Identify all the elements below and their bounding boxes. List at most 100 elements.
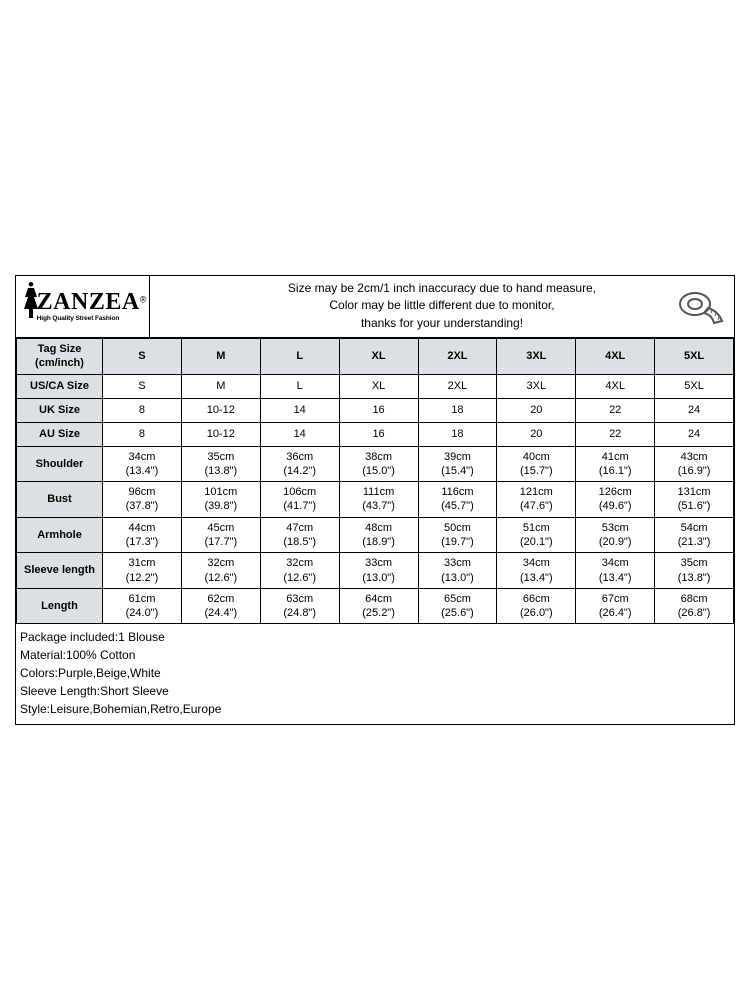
cell: 10-12 bbox=[181, 422, 260, 446]
cell: 22 bbox=[576, 398, 655, 422]
brand-tagline: High Quality Street Fashion bbox=[37, 315, 147, 322]
cell: 34cm(13.4") bbox=[576, 553, 655, 589]
cell: 63cm(24.8") bbox=[260, 588, 339, 624]
cell: 67cm(26.4") bbox=[576, 588, 655, 624]
disclaimer-text: Size may be 2cm/1 inch inaccuracy due to… bbox=[288, 280, 596, 332]
cell: 20 bbox=[497, 422, 576, 446]
cell: 5XL bbox=[655, 374, 734, 398]
cell: 18 bbox=[418, 398, 497, 422]
col-size: 4XL bbox=[576, 338, 655, 374]
row-label: Bust bbox=[17, 482, 103, 518]
cell: 39cm(15.4") bbox=[418, 446, 497, 482]
row-label: Length bbox=[17, 588, 103, 624]
table-row: AU Size810-12141618202224 bbox=[17, 422, 734, 446]
cell: 121cm(47.6") bbox=[497, 482, 576, 518]
col-size: M bbox=[181, 338, 260, 374]
cell: 36cm(14.2") bbox=[260, 446, 339, 482]
cell: 101cm(39.8") bbox=[181, 482, 260, 518]
col-size: XL bbox=[339, 338, 418, 374]
cell: 44cm(17.3") bbox=[103, 517, 182, 553]
product-info: Package included:1 BlouseMaterial:100% C… bbox=[16, 624, 734, 724]
row-label: AU Size bbox=[17, 422, 103, 446]
info-line: Material:100% Cotton bbox=[20, 646, 730, 664]
cell: 20 bbox=[497, 398, 576, 422]
cell: L bbox=[260, 374, 339, 398]
cell: 111cm(43.7") bbox=[339, 482, 418, 518]
cell: 68cm(26.8") bbox=[655, 588, 734, 624]
registered-icon: ® bbox=[140, 295, 147, 305]
cell: M bbox=[181, 374, 260, 398]
cell: 38cm(15.0") bbox=[339, 446, 418, 482]
cell: 24 bbox=[655, 422, 734, 446]
cell: 47cm(18.5") bbox=[260, 517, 339, 553]
cell: 31cm(12.2") bbox=[103, 553, 182, 589]
cell: 14 bbox=[260, 398, 339, 422]
table-body: US/CA SizeSMLXL2XL3XL4XL5XLUK Size810-12… bbox=[17, 374, 734, 624]
cell: 33cm(13.0") bbox=[339, 553, 418, 589]
cell: 66cm(26.0") bbox=[497, 588, 576, 624]
table-row: US/CA SizeSMLXL2XL3XL4XL5XL bbox=[17, 374, 734, 398]
row-label: Sleeve length bbox=[17, 553, 103, 589]
table-header-row: Tag Size (cm/inch) S M L XL 2XL 3XL 4XL … bbox=[17, 338, 734, 374]
cell: 54cm(21.3") bbox=[655, 517, 734, 553]
row-label: UK Size bbox=[17, 398, 103, 422]
row-label: US/CA Size bbox=[17, 374, 103, 398]
cell: XL bbox=[339, 374, 418, 398]
disclaimer-cell: Size may be 2cm/1 inch inaccuracy due to… bbox=[150, 276, 734, 337]
table-row: Length61cm(24.0")62cm(24.4")63cm(24.8")6… bbox=[17, 588, 734, 624]
cell: 51cm(20.1") bbox=[497, 517, 576, 553]
cell: 32cm(12.6") bbox=[181, 553, 260, 589]
row-label: Shoulder bbox=[17, 446, 103, 482]
table-row: Bust96cm(37.8")101cm(39.8")106cm(41.7")1… bbox=[17, 482, 734, 518]
cell: 50cm(19.7") bbox=[418, 517, 497, 553]
cell: 33cm(13.0") bbox=[418, 553, 497, 589]
cell: 16 bbox=[339, 422, 418, 446]
cell: 4XL bbox=[576, 374, 655, 398]
cell: 35cm(13.8") bbox=[181, 446, 260, 482]
row-label: Armhole bbox=[17, 517, 103, 553]
brand-logo-cell: ZANZEA® High Quality Street Fashion bbox=[16, 276, 150, 337]
table-row: Armhole44cm(17.3")45cm(17.7")47cm(18.5")… bbox=[17, 517, 734, 553]
table-row: UK Size810-12141618202224 bbox=[17, 398, 734, 422]
col-size: 3XL bbox=[497, 338, 576, 374]
cell: 22 bbox=[576, 422, 655, 446]
cell: 62cm(24.4") bbox=[181, 588, 260, 624]
cell: 18 bbox=[418, 422, 497, 446]
cell: 61cm(24.0") bbox=[103, 588, 182, 624]
table-row: Shoulder34cm(13.4")35cm(13.8")36cm(14.2"… bbox=[17, 446, 734, 482]
col-size: 5XL bbox=[655, 338, 734, 374]
cell: 8 bbox=[103, 398, 182, 422]
cell: 116cm(45.7") bbox=[418, 482, 497, 518]
cell: 65cm(25.6") bbox=[418, 588, 497, 624]
cell: 43cm(16.9") bbox=[655, 446, 734, 482]
cell: 3XL bbox=[497, 374, 576, 398]
col-size: L bbox=[260, 338, 339, 374]
cell: 96cm(37.8") bbox=[103, 482, 182, 518]
info-line: Sleeve Length:Short Sleeve bbox=[20, 682, 730, 700]
cell: 32cm(12.6") bbox=[260, 553, 339, 589]
cell: 64cm(25.2") bbox=[339, 588, 418, 624]
col-head-label: Tag Size (cm/inch) bbox=[17, 338, 103, 374]
info-line: Package included:1 Blouse bbox=[20, 628, 730, 646]
cell: 8 bbox=[103, 422, 182, 446]
cell: 106cm(41.7") bbox=[260, 482, 339, 518]
col-size: S bbox=[103, 338, 182, 374]
cell: 16 bbox=[339, 398, 418, 422]
measuring-tape-icon bbox=[678, 287, 724, 325]
size-table: Tag Size (cm/inch) S M L XL 2XL 3XL 4XL … bbox=[16, 338, 734, 625]
cell: 14 bbox=[260, 422, 339, 446]
cell: 40cm(15.7") bbox=[497, 446, 576, 482]
cell: 34cm(13.4") bbox=[103, 446, 182, 482]
cell: 24 bbox=[655, 398, 734, 422]
cell: 35cm(13.8") bbox=[655, 553, 734, 589]
cell: 2XL bbox=[418, 374, 497, 398]
size-chart: ZANZEA® High Quality Street Fashion Size… bbox=[15, 275, 735, 726]
col-size: 2XL bbox=[418, 338, 497, 374]
cell: 45cm(17.7") bbox=[181, 517, 260, 553]
brand-name: ZANZEA bbox=[37, 289, 140, 315]
cell: S bbox=[103, 374, 182, 398]
table-row: Sleeve length31cm(12.2")32cm(12.6")32cm(… bbox=[17, 553, 734, 589]
cell: 48cm(18.9") bbox=[339, 517, 418, 553]
header-row: ZANZEA® High Quality Street Fashion Size… bbox=[16, 276, 734, 338]
cell: 53cm(20.9") bbox=[576, 517, 655, 553]
